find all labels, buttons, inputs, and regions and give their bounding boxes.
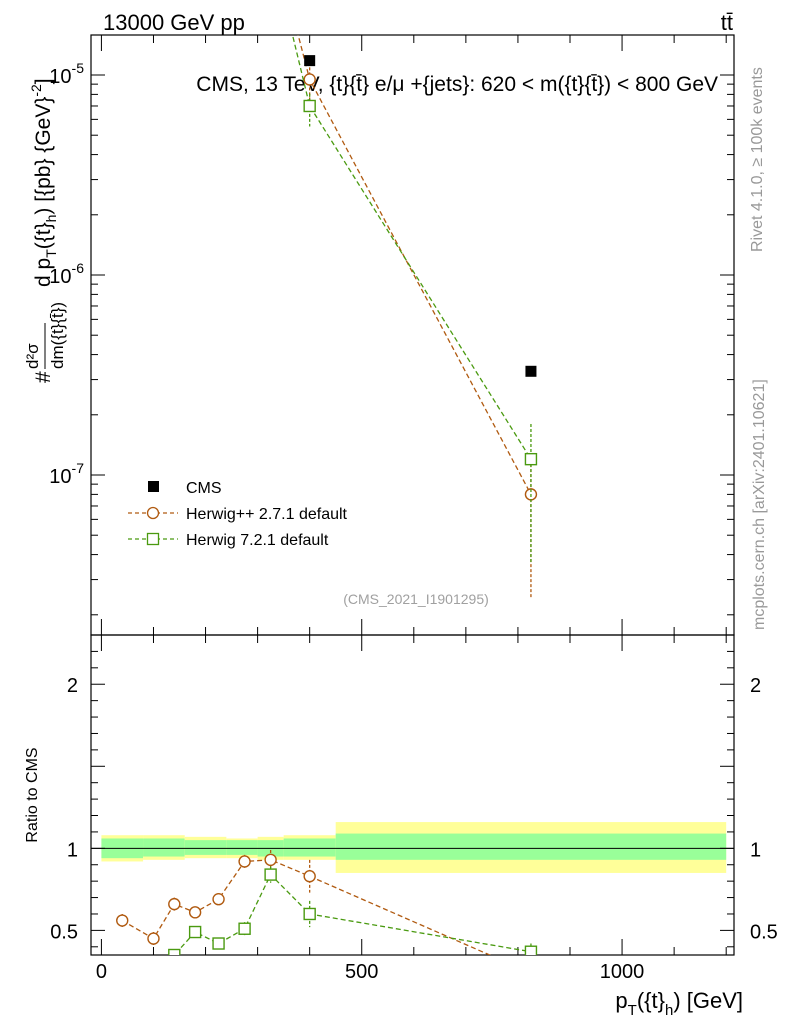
ratio-band-inner-5 [283,838,336,857]
main-point-cms [525,365,537,377]
legend-herwig7-label: Herwig 7.2.1 default [186,532,329,549]
ratio-point-herwigpp [238,855,251,868]
ratio-y-tick-label: 2 [67,675,78,697]
main-point-herwig7 [524,452,538,466]
header-left: 13000 GeV pp [103,10,245,35]
ratio-point-herwigpp [116,914,129,927]
ratio-y-tick-label: 0.5 [50,921,78,943]
legend-herwigpp-label: Herwig++ 2.7.1 default [186,506,348,523]
y-frac-num: d²σ [23,343,42,369]
rivet-label: Rivet 4.1.0, ≥ 100k events [749,67,766,252]
ratio-point-herwig7 [238,922,251,935]
svg-text:#: # [32,371,55,383]
ratio-y-tick-label: 1 [67,839,78,861]
svg-text:d pT({t}h) [{pb} {GeV}-2]: d pT({t}h) [{pb} {GeV}-2] [28,78,59,287]
ratio-y-tick-label-right: 2 [750,675,761,697]
ratio-point-herwig7 [212,937,225,950]
x-tick-label: 500 [345,961,378,983]
ratio-point-herwig7 [303,907,316,921]
x-axis-label: pT({t}h) [GeV] [615,988,743,1019]
analysis-tag: (CMS_2021_I1901295) [343,591,489,607]
legend-herwig7-marker [146,532,160,546]
ratio-point-herwigpp [168,897,181,911]
ratio-point-herwig7 [148,958,159,969]
legend-cms-marker [148,481,159,492]
ratio-point-herwigpp [212,893,225,906]
ratio-y-tick-label-right: 1 [750,839,761,861]
ratio-point-herwig7 [524,945,538,955]
ratio-point-herwig7 [117,963,128,974]
x-tick-label: 1000 [600,961,645,983]
ratio-point-herwigpp [303,870,316,883]
main-y-tick-label: 10-5 [49,60,84,88]
ratio-line-0 [121,859,492,955]
ratio-point-herwigpp [188,906,202,919]
ratio-frame [90,634,735,956]
legend-cms-label: CMS [186,480,222,497]
ratio-band-inner-3 [226,840,258,855]
x-tick-label: 0 [96,961,107,983]
ratio-band-inner-6 [335,833,727,860]
ratio-point-herwig7 [264,868,277,881]
ratio-point-herwig7 [168,948,181,955]
legend: CMS Herwig++ 2.7.1 default Herwig 7.2.1 … [128,480,348,549]
x-axis: 0 500 1000 [96,35,727,983]
main-point-herwigpp [303,73,316,86]
ratio-y-tick-label-right: 0.5 [750,921,778,943]
ratio-band-inner-1 [143,838,185,857]
ratio-series-layer [116,849,538,979]
main-y-tick-label: 10-6 [49,260,84,288]
ratio-bands [91,822,734,873]
mcplots-label: mcplots.cern.ch [arXiv:2401.10621] [751,379,768,630]
header-right: tt̄ [721,10,733,35]
main-y-label: # d²σ dm({t}{t̄}) d pT({t}h) [{pb} {GeV}… [23,78,67,383]
ratio-y-label: Ratio to CMS [24,747,41,842]
ratio-point-herwigpp [264,853,277,867]
chart-title: CMS, 13 TeV, {t}{t̄} e/μ +{jets}: 620 < … [196,73,718,96]
ratio-point-herwigpp [147,932,160,945]
ratio-line-1 [172,873,532,955]
main-line-1 [291,35,532,460]
ratio-point-herwigpp [525,968,536,979]
ratio-point-herwig7 [188,925,202,939]
main-y-tick-label: 10-7 [49,460,84,488]
legend-herwigpp-marker [146,506,160,520]
ratio-y-axis: 0.5 0.5 1 1 2 2 [50,634,778,948]
ratio-band-inner-2 [184,840,227,855]
main-series-layer [291,35,538,599]
main-point-cms [304,55,316,67]
main-y-axis: 10-310-410-510-610-7 [49,60,734,616]
y-frac-den: dm({t}{t̄}) [48,302,67,369]
main-point-herwig7 [303,99,316,113]
